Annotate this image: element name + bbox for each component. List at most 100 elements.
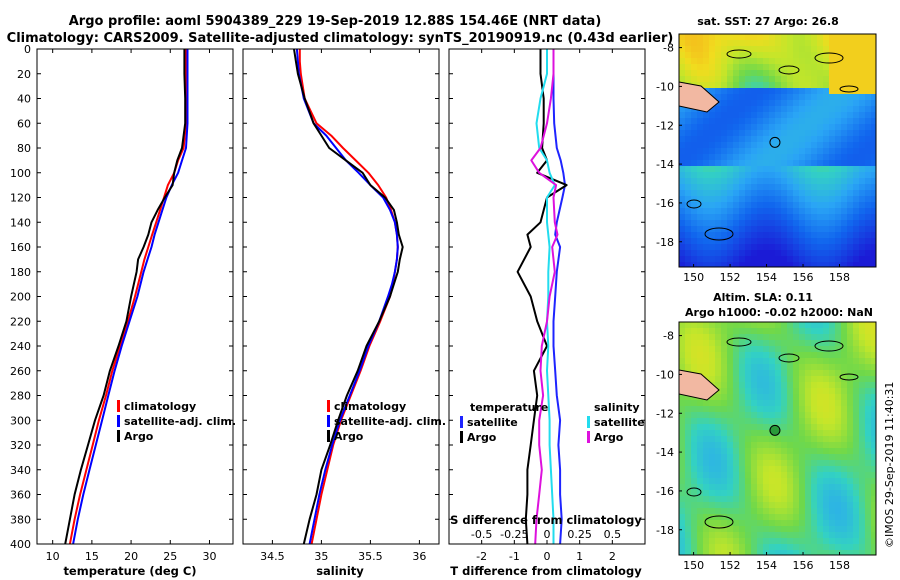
map-cell xyxy=(775,196,782,203)
map-cell xyxy=(715,64,722,71)
map-cell xyxy=(745,130,752,137)
map-cell xyxy=(847,202,854,209)
map-cell xyxy=(835,82,842,89)
map-cell xyxy=(859,136,866,143)
map-cell xyxy=(823,400,830,407)
map-cell xyxy=(829,232,836,239)
map-cell xyxy=(733,154,740,161)
map-cell xyxy=(679,502,686,509)
map-cell xyxy=(697,208,704,215)
map-cell xyxy=(817,364,824,371)
map-cell xyxy=(751,52,758,59)
map-cell xyxy=(763,502,770,509)
map-cell xyxy=(781,382,788,389)
map-cell xyxy=(727,340,734,347)
difference-panel: -2 -1 0 1 2 -0.5 -0.25 0 0.25 0.5 S difference f… xyxy=(448,48,646,578)
map-cell xyxy=(847,382,854,389)
map-cell xyxy=(835,88,842,95)
map-cell xyxy=(709,250,716,257)
map-cell xyxy=(871,376,876,383)
map-cell xyxy=(793,460,800,467)
map-cell xyxy=(829,478,836,485)
map-cell xyxy=(763,190,770,197)
map-cell xyxy=(847,478,854,485)
map-cell xyxy=(799,418,806,425)
map-cell xyxy=(787,484,794,491)
map-cell xyxy=(793,484,800,491)
map-cell xyxy=(721,346,728,353)
map-cell xyxy=(721,124,728,131)
map-cell xyxy=(733,262,740,267)
map-cell xyxy=(835,394,842,401)
map-cell xyxy=(811,136,818,143)
map-cell xyxy=(871,148,876,155)
map-cell xyxy=(751,328,758,335)
map-cell xyxy=(733,70,740,77)
map-cell xyxy=(721,34,728,41)
map-cell xyxy=(859,514,866,521)
map-cell xyxy=(679,400,686,407)
map-cell xyxy=(763,466,770,473)
map-cell xyxy=(715,232,722,239)
map-cell xyxy=(733,184,740,191)
map-cell xyxy=(775,190,782,197)
map-cell xyxy=(763,328,770,335)
map-cell xyxy=(715,244,722,251)
map-cell xyxy=(709,394,716,401)
map-cell xyxy=(775,364,782,371)
map-cell xyxy=(679,52,686,59)
map-cell xyxy=(739,412,746,419)
map-cell xyxy=(865,64,872,71)
map-cell xyxy=(745,514,752,521)
map-cell xyxy=(805,394,812,401)
map-cell xyxy=(781,106,788,113)
map-cell xyxy=(697,460,704,467)
map-cell xyxy=(703,508,710,515)
map-cell xyxy=(703,358,710,365)
map-cell xyxy=(739,166,746,173)
map-cell xyxy=(835,124,842,131)
map-cell xyxy=(775,412,782,419)
difference-xticks: -2 -1 0 1 2 xyxy=(476,550,616,563)
map-cell xyxy=(733,358,740,365)
map-cell xyxy=(835,412,842,419)
map-cell xyxy=(817,448,824,455)
map-cell xyxy=(865,394,872,401)
map-cell xyxy=(709,544,716,551)
map-cell xyxy=(841,238,848,245)
map-cell xyxy=(757,142,764,149)
map-cell xyxy=(685,358,692,365)
legend-swatch-climatology xyxy=(117,400,120,412)
map-cell xyxy=(691,520,698,527)
map-cell xyxy=(703,544,710,551)
map-cell xyxy=(823,478,830,485)
map-cell xyxy=(829,106,836,113)
depth-tick-label: 380 xyxy=(10,513,31,526)
map-cell xyxy=(685,208,692,215)
map-cell xyxy=(817,508,824,515)
map-cell xyxy=(841,538,848,545)
map-cell xyxy=(781,478,788,485)
map-cell xyxy=(793,196,800,203)
map-cell xyxy=(745,400,752,407)
map-cell xyxy=(805,352,812,359)
map-cell xyxy=(745,40,752,47)
map-cell xyxy=(757,250,764,257)
map-cell xyxy=(679,442,686,449)
map-cell xyxy=(751,118,758,125)
x-tick-label: 15 xyxy=(85,550,99,563)
map-cell xyxy=(799,124,806,131)
map-cell xyxy=(847,262,854,267)
map-cell xyxy=(865,256,872,263)
map-cell xyxy=(787,118,794,125)
map-cell xyxy=(871,34,876,41)
map-cell xyxy=(841,358,848,365)
map-cell xyxy=(775,328,782,335)
map-cell xyxy=(847,514,854,521)
map-cell xyxy=(775,130,782,137)
map-cell xyxy=(811,178,818,185)
map-cell xyxy=(787,514,794,521)
map-cell xyxy=(733,106,740,113)
map-cell xyxy=(793,376,800,383)
map-cell xyxy=(799,442,806,449)
